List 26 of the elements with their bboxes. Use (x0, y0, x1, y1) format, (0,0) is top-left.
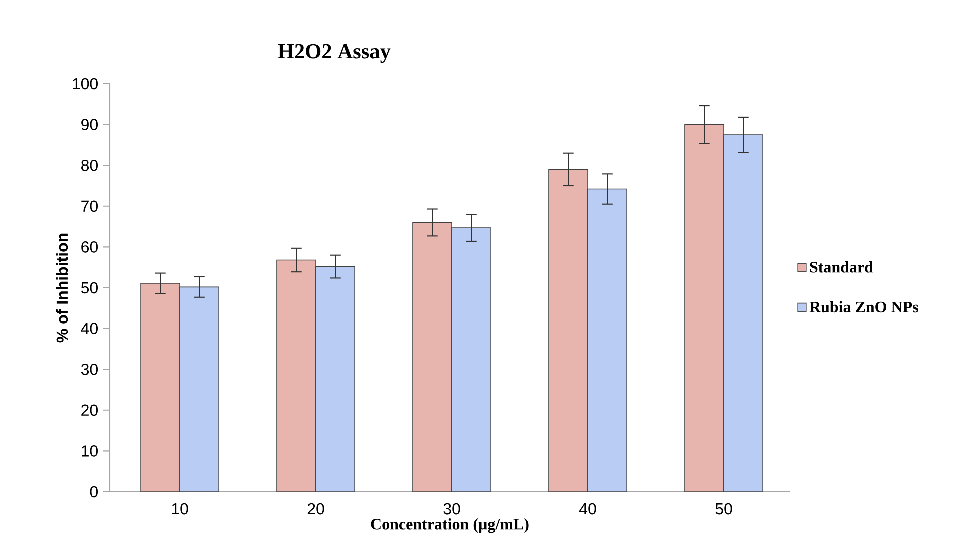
x-tick-label: 50 (716, 503, 732, 515)
bar (276, 260, 316, 492)
bar (412, 222, 452, 492)
x-axis-title: Concentration (µg/mL) (371, 518, 529, 534)
y-tick-label: 90 (82, 119, 98, 130)
y-tick-label: 60 (82, 242, 98, 253)
y-tick-label: 50 (81, 282, 98, 294)
y-tick-label: 20 (82, 404, 98, 416)
legend-label: Standard (810, 262, 874, 273)
bar (684, 124, 724, 492)
x-tick-label: 10 (172, 503, 188, 515)
x-tick-label: 20 (308, 503, 324, 515)
legend-label: Rubia ZnO NPs (810, 301, 918, 313)
y-tick-label: 0 (90, 486, 98, 498)
y-tick-label: 40 (81, 323, 98, 334)
bar (548, 169, 588, 492)
y-tick-label: 100 (73, 78, 98, 90)
y-tick-label: 30 (81, 364, 98, 376)
y-tick-label: 10 (82, 446, 98, 457)
bar (140, 283, 180, 492)
y-axis-title: % of Inhibition (56, 234, 68, 343)
x-tick-label: 30 (444, 503, 460, 515)
x-tick-label: 40 (580, 503, 596, 515)
chart-title: H2O2 Assay (278, 44, 391, 64)
y-tick-label: 70 (82, 200, 98, 212)
y-tick-label: 80 (82, 160, 98, 172)
